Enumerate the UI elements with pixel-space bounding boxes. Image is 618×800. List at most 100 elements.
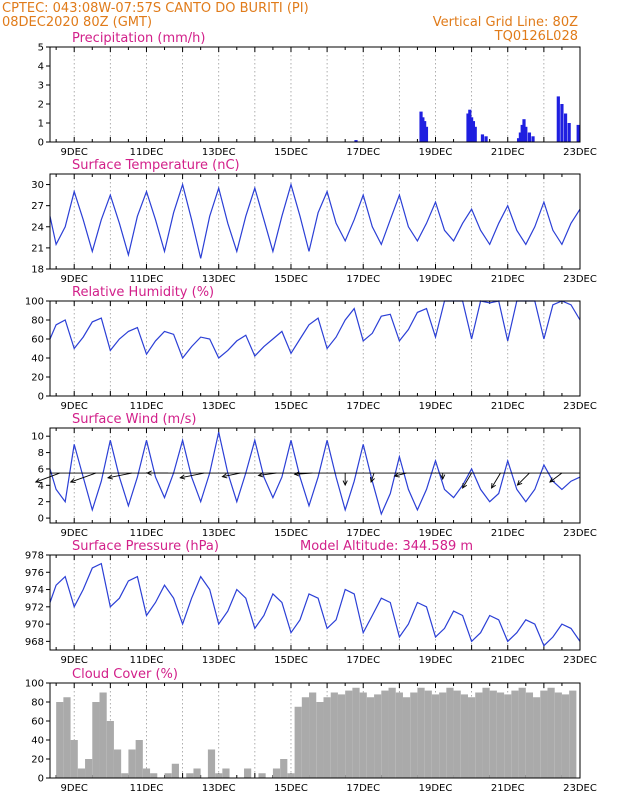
- humidity-ytick-label: 20: [31, 373, 44, 384]
- cloud-bar: [511, 690, 519, 778]
- cloud-cover-xtick-label: 13DEC: [202, 783, 236, 794]
- cloud-cover-xtick-label: 21DEC: [491, 783, 525, 794]
- pressure-ytick-label: 968: [25, 637, 44, 648]
- cloud-bar: [309, 692, 317, 778]
- precip-bar: [471, 121, 476, 142]
- wind-vector: [70, 472, 97, 483]
- pressure-frame: [49, 554, 581, 651]
- cloud-bar: [381, 690, 389, 778]
- pressure-series-line: [49, 562, 581, 647]
- humidity-ytick-label: 40: [31, 354, 44, 365]
- temperature-ytick-label: 30: [31, 180, 44, 191]
- wind-vector: [462, 472, 473, 489]
- cloud-bar: [323, 697, 331, 778]
- wind-vector-head: [516, 480, 523, 486]
- precip-bar: [531, 136, 535, 142]
- wind-xtick-label: 21DEC: [491, 528, 525, 539]
- wind-frame: [49, 427, 581, 524]
- cloud-bar: [554, 692, 562, 778]
- cloud-bar: [496, 692, 505, 778]
- precip-bar: [421, 117, 425, 142]
- cloud-bar: [128, 749, 136, 778]
- temperature-xtick-label: 23DEC: [563, 274, 597, 285]
- precipitation-ytick-label: 1: [38, 119, 44, 130]
- pressure-xtick-label: 15DEC: [274, 655, 308, 666]
- cloud-bar: [92, 702, 100, 778]
- pressure-ytick-label: 976: [25, 568, 44, 579]
- wind-vector-head: [257, 472, 264, 478]
- pressure-xtick-label: 17DEC: [346, 655, 380, 666]
- precip-bar: [354, 140, 358, 142]
- humidity-ytick-label: 60: [31, 335, 44, 346]
- wind-panel: Surface Wind (m/s) 0 2 4 6 8 10 9DEC 11DEC 13DEC 1…: [31, 412, 597, 539]
- humidity-xtick-label: 11DEC: [130, 401, 164, 412]
- temperature-ytick-label: 24: [31, 222, 44, 233]
- cloud-bar: [569, 690, 577, 778]
- cloud-bar: [272, 768, 281, 778]
- humidity-panel: Relative Humidity (%) 0 20 40 60 80 100 9DEC 11D…: [25, 285, 597, 412]
- cloud-bar: [446, 687, 454, 778]
- wind-vector: [491, 472, 501, 489]
- precip-bar: [567, 123, 571, 142]
- cloud-bar: [330, 692, 338, 778]
- humidity-series-line: [49, 300, 581, 360]
- pressure-xtick-label: 13DEC: [202, 655, 236, 666]
- wind-vector: [35, 472, 60, 483]
- pressure-ytick-label: 972: [25, 602, 44, 613]
- wind-vector: [370, 472, 375, 483]
- precipitation-ytick-label: 2: [38, 100, 44, 111]
- wind-ytick-label: 6: [38, 464, 44, 475]
- humidity-ytick-label: 100: [25, 297, 44, 308]
- pressure-subtitle: Model Altitude: 344.589 m: [300, 539, 473, 554]
- cloud-bar: [121, 773, 129, 778]
- pressure-ytick-label: 978: [25, 551, 44, 562]
- wind-vector: [258, 472, 277, 476]
- wind-series-line: [49, 431, 581, 516]
- humidity-xtick-label: 19DEC: [419, 401, 453, 412]
- pressure-xtick-label: 19DEC: [419, 655, 453, 666]
- cloud-bar: [388, 687, 396, 778]
- cloud-bar: [366, 697, 375, 778]
- humidity-ytick-label: 80: [31, 316, 44, 327]
- wind-ytick-label: 10: [31, 432, 44, 443]
- cloud-bar: [207, 749, 216, 778]
- cloud-cover-panel: Cloud Cover (%) 0 20 40 60 80 100 9DEC 11DEC 13DE…: [25, 667, 597, 794]
- cloud-bar: [468, 697, 476, 778]
- precipitation-xtick-label: 11DEC: [130, 147, 164, 158]
- precip-bar: [424, 126, 429, 142]
- cloud-bar: [135, 740, 143, 778]
- header-model: TQ0126L028: [494, 29, 578, 44]
- cloud-bar: [99, 692, 107, 778]
- temperature-ytick-label: 18: [31, 265, 44, 276]
- wind-vector: [107, 472, 133, 479]
- precip-bar: [520, 124, 524, 142]
- cloud-bar: [453, 690, 461, 778]
- temperature-xtick-label: 13DEC: [202, 274, 236, 285]
- cloud-cover-ytick-label: 20: [31, 755, 44, 766]
- cloud-cover-ytick-label: 80: [31, 698, 44, 709]
- temperature-xtick-label: 21DEC: [491, 274, 525, 285]
- temperature-ytick-label: 27: [31, 201, 44, 212]
- humidity-ytick-label: 0: [38, 392, 44, 403]
- wind-ytick-label: 2: [38, 497, 44, 508]
- wind-vector-head: [342, 480, 348, 487]
- precipitation-ytick-label: 5: [38, 43, 44, 54]
- precip-bar: [516, 138, 521, 142]
- wind-xtick-label: 15DEC: [274, 528, 308, 539]
- wind-xtick-label: 23DEC: [563, 528, 597, 539]
- wind-vector: [549, 472, 563, 483]
- precipitation-ytick-label: 0: [38, 138, 44, 149]
- cloud-cover-ytick-label: 40: [31, 736, 44, 747]
- cloud-bar: [460, 694, 468, 778]
- wind-vector-head: [34, 478, 41, 483]
- wind-vector-head: [369, 477, 375, 484]
- wind-ytick-label: 4: [38, 481, 44, 492]
- wind-vector-head: [440, 474, 446, 481]
- cloud-bar: [533, 697, 541, 778]
- cloud-bar: [70, 740, 78, 778]
- wind-vector: [394, 472, 407, 477]
- precipitation-ytick-label: 4: [38, 62, 44, 73]
- cloud-bar: [171, 763, 179, 778]
- cloud-bar: [258, 773, 266, 778]
